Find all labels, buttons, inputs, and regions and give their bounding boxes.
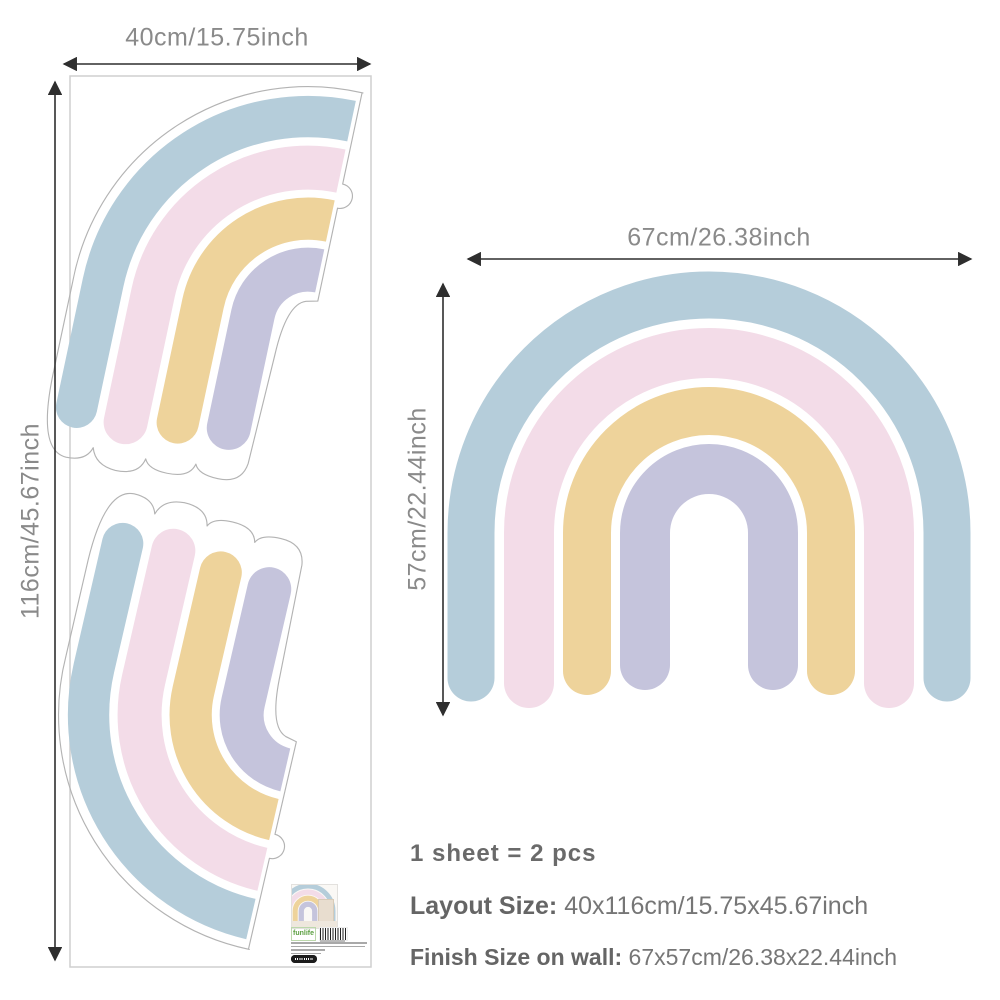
sku-pill (291, 955, 317, 963)
barcode (319, 927, 348, 941)
finish-size-text: Finish Size on wall: 67x57cm/26.38x22.44… (410, 944, 897, 971)
thumbnail-furniture (318, 899, 334, 923)
sheet-width-label: 40cm/15.75inch (125, 23, 309, 52)
finish-size-label: Finish Size on wall: (410, 944, 623, 970)
barcode-number-line (320, 940, 345, 942)
finish-height-label: 57cm/22.44inch (403, 407, 432, 591)
spec-text-block: 1 sheet = 2 pcs Layout Size: 40x116cm/15… (410, 840, 897, 971)
cut-outline-top-piece (46, 86, 364, 481)
finish-width-label: 67cm/26.38inch (627, 223, 811, 252)
rainbow-piece-top (46, 42, 563, 547)
finish-size-value: 67x57cm/26.38x22.44inch (622, 944, 898, 970)
brand-logo: funlife (291, 927, 316, 941)
sheet-height-label: 116cm/45.67inch (16, 422, 45, 620)
layout-size-value: 40x116cm/15.75x45.67inch (557, 892, 869, 920)
thumbnail-floor (292, 921, 337, 928)
layout-size-text: Layout Size: 40x116cm/15.75x45.67inch (410, 892, 897, 921)
layout-size-label: Layout Size: (410, 892, 558, 920)
product-photo-thumbnail (291, 884, 338, 929)
pieces-per-sheet-text: 1 sheet = 2 pcs (410, 840, 597, 867)
brand-logo-text: funlife (293, 930, 314, 937)
assembled-rainbow (471, 295, 947, 683)
